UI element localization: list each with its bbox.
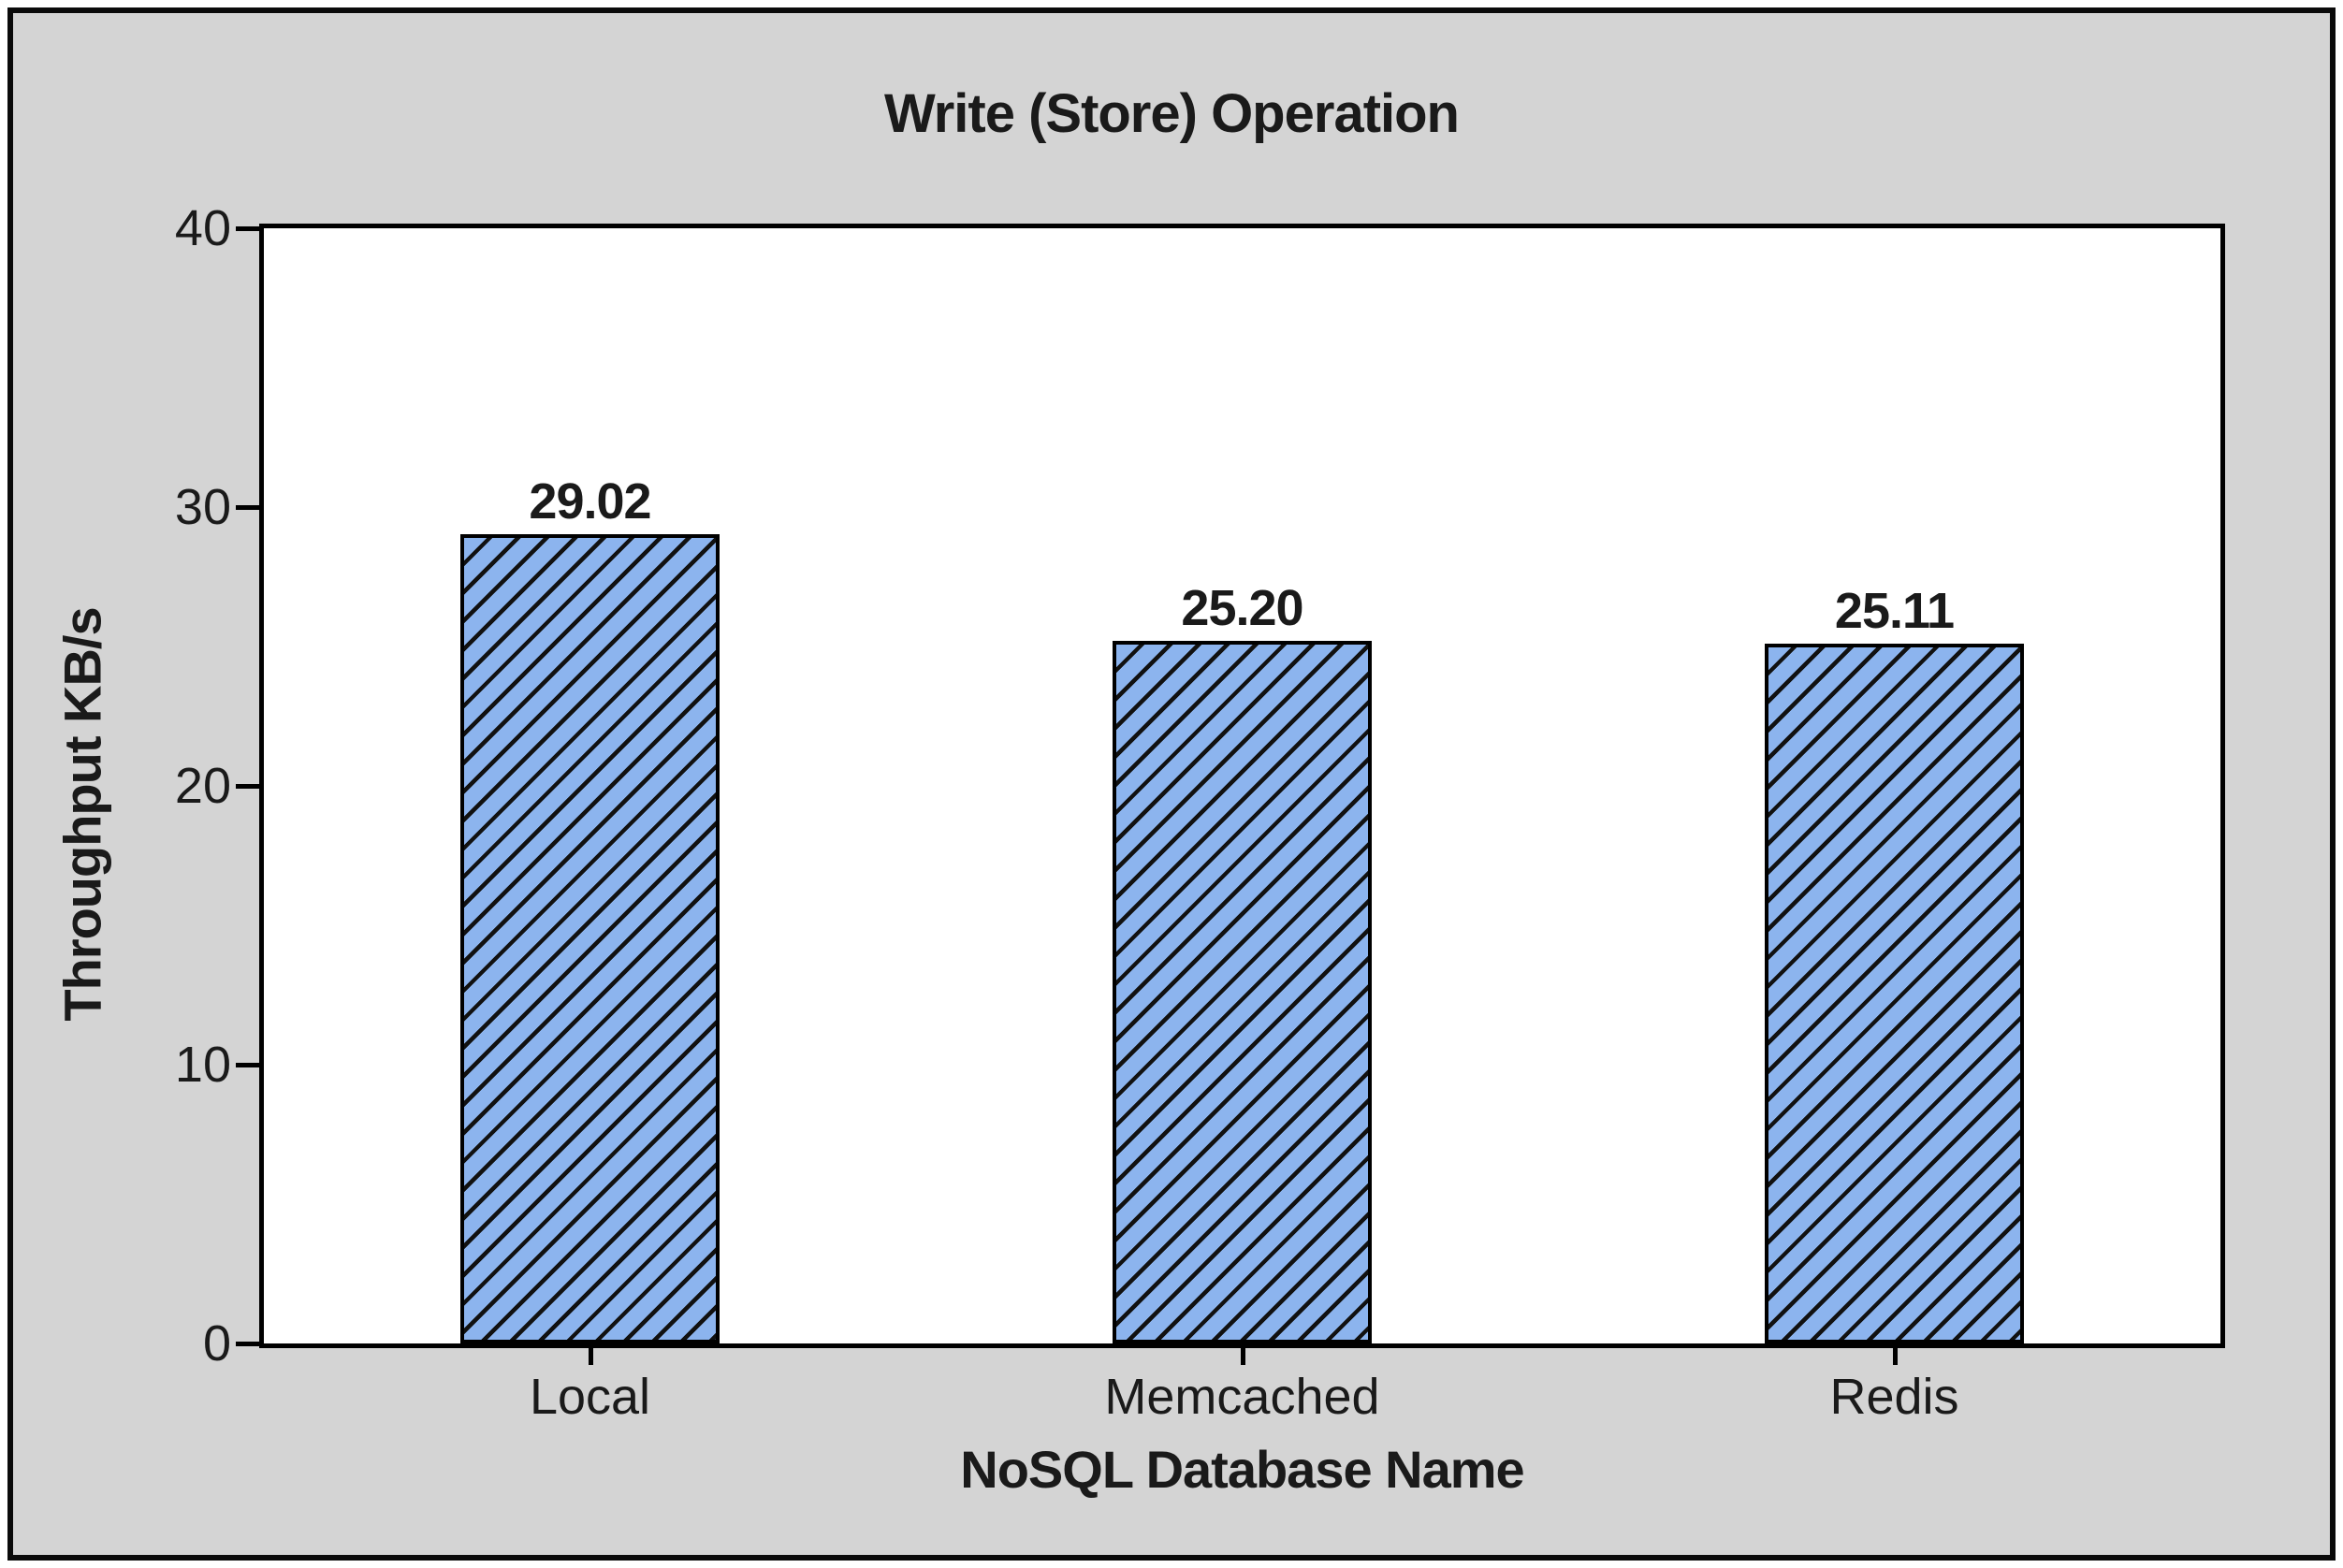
y-tick-label: 20 xyxy=(174,758,231,814)
bar xyxy=(1765,643,2024,1343)
x-tick-label: Memcached xyxy=(1104,1369,1380,1425)
bar xyxy=(460,534,720,1343)
x-tick-mark xyxy=(588,1348,593,1365)
y-tick-label: 0 xyxy=(202,1315,231,1372)
bar xyxy=(1113,641,1372,1343)
bar-value-label: 29.02 xyxy=(529,473,651,530)
y-tick-label: 10 xyxy=(174,1037,231,1093)
y-tick-label: 40 xyxy=(174,200,231,256)
x-tick-label: Redis xyxy=(1829,1369,1959,1425)
x-tick-mark xyxy=(1892,1348,1898,1365)
y-tick-label: 30 xyxy=(174,479,231,535)
bar-value-label: 25.20 xyxy=(1181,580,1303,637)
x-tick-label: Local xyxy=(529,1369,651,1425)
x-tick-mark xyxy=(1240,1348,1245,1365)
chart-title: Write (Store) Operation xyxy=(884,83,1460,144)
y-tick-mark xyxy=(236,784,264,789)
y-tick-mark xyxy=(236,1342,264,1346)
x-axis-title: NoSQL Database Name xyxy=(960,1440,1524,1499)
y-tick-mark xyxy=(236,226,264,231)
y-tick-mark xyxy=(236,1063,264,1067)
bar-value-label: 25.11 xyxy=(1834,582,1955,639)
y-axis-title: Throughput KB/s xyxy=(52,607,112,1022)
y-tick-mark xyxy=(236,505,264,510)
